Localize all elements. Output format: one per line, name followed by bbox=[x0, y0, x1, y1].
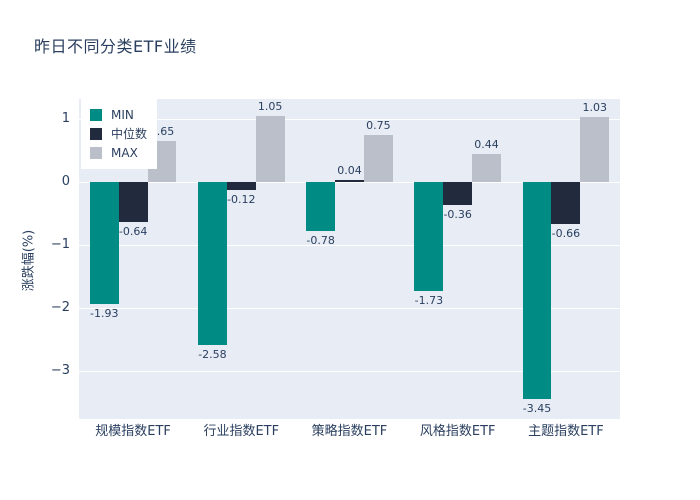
bar-s0-g2 bbox=[306, 182, 336, 232]
legend-label: 中位数 bbox=[111, 127, 148, 141]
bar-s2-g3 bbox=[472, 154, 501, 183]
gridline bbox=[79, 118, 620, 120]
bar-value-label: -0.64 bbox=[118, 225, 148, 239]
bar-value-label: -0.36 bbox=[443, 207, 472, 221]
bar-value-label: 1.05 bbox=[257, 100, 283, 113]
bar-value-label: -2.58 bbox=[198, 347, 227, 361]
gridline bbox=[79, 244, 620, 246]
bar-s1-g3 bbox=[443, 182, 473, 205]
bar-s1-g2 bbox=[335, 179, 364, 183]
y-tick-label: −2 bbox=[50, 300, 70, 316]
bar-s0-g1 bbox=[198, 182, 227, 345]
bar-value-label: -0.78 bbox=[306, 234, 335, 248]
y-tick-label: 1 bbox=[61, 111, 70, 127]
x-tick-label: 行业指数ETF bbox=[203, 424, 280, 439]
bar-value-label: -0.66 bbox=[551, 226, 581, 240]
x-tick-label: 规模指数ETF bbox=[95, 424, 171, 439]
min-swatch-icon bbox=[90, 108, 102, 121]
bar-s1-g4 bbox=[551, 182, 581, 224]
plot-area bbox=[79, 99, 620, 419]
legend-label: MIN bbox=[111, 107, 134, 122]
legend-item-max[interactable]: MAX bbox=[90, 143, 147, 162]
bar-s2-g4 bbox=[580, 117, 610, 183]
y-tick-label: 0 bbox=[61, 174, 70, 190]
x-tick-label: 策略指数ETF bbox=[311, 424, 388, 439]
bar-s0-g4 bbox=[522, 182, 552, 400]
bar-s1-g0 bbox=[118, 182, 148, 223]
bar-value-label: -1.73 bbox=[414, 294, 444, 308]
bar-value-label: 0.44 bbox=[474, 138, 499, 152]
bar-value-label: 0.75 bbox=[366, 118, 391, 132]
legend-item-median[interactable]: 中位数 bbox=[90, 124, 147, 143]
max-swatch-icon bbox=[90, 146, 102, 159]
bar-s2-g1 bbox=[255, 116, 285, 183]
median-swatch-icon bbox=[90, 127, 102, 140]
bar-s0-g0 bbox=[89, 182, 119, 304]
bar-value-label: 0.04 bbox=[337, 163, 362, 177]
bar-s0-g3 bbox=[414, 182, 444, 292]
legend-label: MAX bbox=[111, 145, 138, 160]
legend-item-min[interactable]: MIN bbox=[90, 105, 147, 124]
chart-title: 昨日不同分类ETF业绩 bbox=[34, 37, 197, 56]
bar-s2-g2 bbox=[363, 134, 393, 183]
gridline bbox=[79, 370, 620, 372]
bar-value-label: -0.12 bbox=[227, 192, 256, 206]
y-tick-label: −1 bbox=[50, 237, 70, 253]
legend: MIN 中位数 MAX bbox=[81, 98, 158, 169]
gridline bbox=[79, 307, 620, 309]
y-tick-label: −3 bbox=[50, 363, 70, 379]
gridline bbox=[79, 181, 620, 183]
x-tick-label: 主题指数ETF bbox=[528, 424, 604, 439]
bar-value-label: -1.93 bbox=[90, 306, 119, 320]
bar-value-label: 1.03 bbox=[582, 101, 608, 115]
bar-s1-g1 bbox=[226, 182, 256, 190]
bar-value-label: -3.45 bbox=[522, 402, 552, 416]
x-tick-label: 风格指数ETF bbox=[419, 424, 496, 439]
